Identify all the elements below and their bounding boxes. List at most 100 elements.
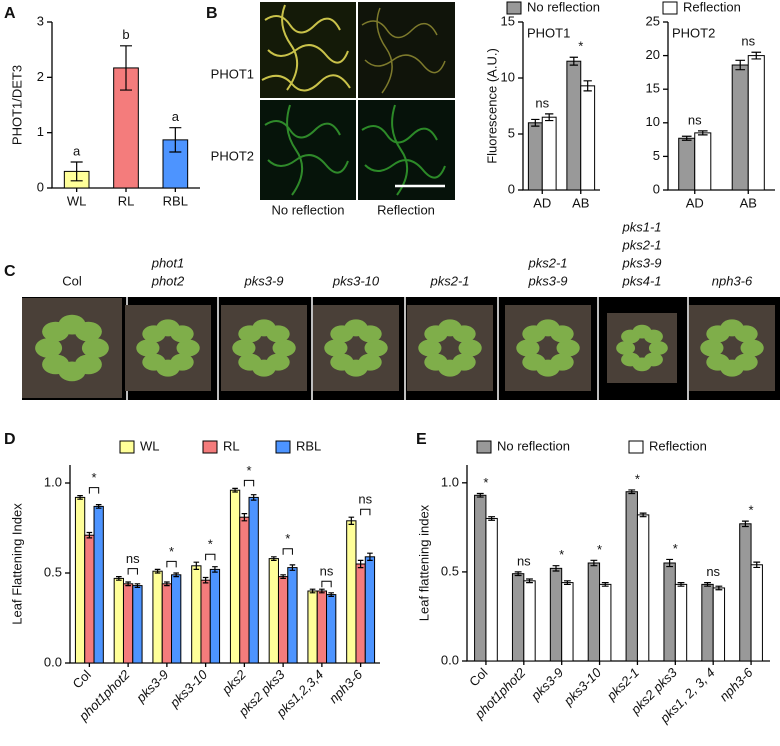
- leaf: [170, 353, 194, 371]
- y-tick-label: 5: [653, 148, 660, 163]
- error-bar: [173, 572, 179, 578]
- bracket: [166, 560, 177, 568]
- error-bar: [751, 51, 762, 60]
- leaf: [644, 329, 663, 344]
- leaf: [616, 341, 636, 355]
- bar: [663, 562, 676, 662]
- bar: [674, 583, 688, 662]
- x-tick-label: AB: [740, 195, 757, 210]
- y-tick-label: 20: [646, 47, 660, 62]
- bar: [248, 496, 259, 664]
- row-label: PHOT1: [211, 66, 254, 81]
- leaf: [330, 325, 354, 343]
- bracket: [321, 580, 332, 588]
- leaf: [238, 325, 262, 343]
- annotation: b: [122, 27, 129, 42]
- y-tick-label: 1.0: [441, 474, 459, 489]
- y-tick-label: 2: [37, 69, 44, 84]
- genotype-label: pks3-9: [621, 255, 661, 270]
- leaf: [35, 338, 63, 358]
- bar: [527, 122, 543, 191]
- leaf: [700, 339, 724, 357]
- leaf: [330, 353, 354, 371]
- panel-label: A: [4, 5, 16, 22]
- annotation: *: [578, 39, 583, 54]
- x-tick-label: AD: [686, 195, 704, 210]
- bar: [113, 577, 124, 664]
- error-bar: [169, 127, 182, 153]
- y-axis-label: Fluorescence (A.U.): [484, 48, 499, 164]
- y-tick-label: 3: [37, 13, 44, 28]
- error-bar: [212, 566, 218, 573]
- legend-swatch: [119, 440, 135, 454]
- y-tick-label: 0: [653, 181, 660, 196]
- bracket: [360, 508, 371, 516]
- leaf: [522, 325, 546, 343]
- error-bar: [753, 561, 761, 569]
- error-bar: [677, 582, 685, 587]
- genotype-label: Col: [62, 273, 82, 288]
- bar: [694, 132, 712, 191]
- genotype-label: pks3-9: [243, 273, 283, 288]
- error-bar: [193, 561, 200, 570]
- genotype-label: phot2: [151, 273, 185, 288]
- annotation: *: [749, 503, 754, 518]
- error-bar: [590, 559, 598, 567]
- leaf: [556, 339, 580, 357]
- error-bar: [526, 578, 533, 584]
- leaf: [142, 325, 166, 343]
- leaf: [266, 325, 290, 343]
- bar: [171, 574, 182, 664]
- annotation: *: [673, 541, 678, 556]
- error-bar: [531, 118, 540, 127]
- genotype-label: pks1-1: [621, 219, 661, 234]
- bar: [474, 494, 487, 662]
- leaf: [364, 339, 388, 357]
- error-bar: [583, 80, 592, 92]
- y-tick-label: 0.5: [44, 564, 62, 579]
- y-tick-label: 5: [508, 125, 515, 140]
- bar: [346, 520, 357, 664]
- bar: [200, 579, 211, 664]
- bar: [122, 583, 134, 664]
- error-bar: [545, 113, 554, 122]
- bar: [152, 570, 163, 664]
- leaf: [272, 339, 296, 357]
- y-tick-label: 10: [646, 114, 660, 129]
- bar: [307, 590, 318, 664]
- annotation: ns: [320, 564, 334, 579]
- leaf: [452, 325, 476, 343]
- legend-label: RL: [223, 438, 240, 453]
- leaf: [176, 339, 200, 357]
- error-bar: [116, 576, 122, 581]
- annotation: *: [285, 531, 290, 546]
- annotation: *: [246, 463, 251, 478]
- bar: [485, 517, 498, 662]
- y-tick-label: 0.5: [441, 563, 459, 578]
- annotation: *: [91, 470, 96, 485]
- error-bar: [514, 571, 522, 577]
- error-bar: [697, 130, 708, 136]
- x-tick-label: AD: [533, 195, 551, 210]
- bar: [712, 587, 726, 662]
- x-tick-label: RBL: [163, 193, 188, 208]
- leaf: [358, 325, 382, 343]
- annotation: *: [635, 471, 640, 486]
- bar: [209, 568, 221, 664]
- leaf: [81, 338, 109, 358]
- y-tick-label: 15: [501, 13, 515, 28]
- leaf: [621, 329, 640, 344]
- leaf: [424, 353, 448, 371]
- x-tick-label: nph3-6: [326, 666, 366, 706]
- error-bar: [86, 531, 93, 539]
- error-bar: [628, 489, 636, 495]
- x-tick-label: WL: [67, 193, 87, 208]
- legend-label: RBL: [296, 438, 321, 453]
- bar: [599, 583, 612, 662]
- bar: [731, 64, 749, 191]
- leaf: [458, 339, 482, 357]
- error-bar: [202, 576, 209, 584]
- annotation: *: [597, 542, 602, 557]
- bar: [355, 563, 366, 664]
- legend-swatch: [476, 440, 492, 454]
